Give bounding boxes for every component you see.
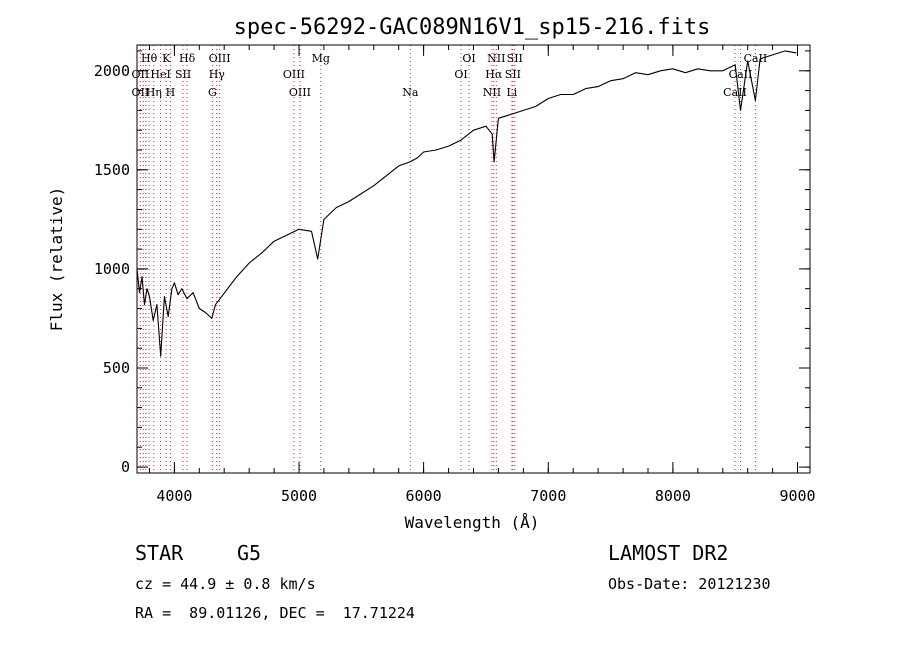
spectrum-data bbox=[136, 50, 797, 357]
y-tick-label: 0 bbox=[121, 458, 130, 476]
x-tick-label: 7000 bbox=[530, 487, 566, 505]
line-label: NII bbox=[487, 52, 505, 65]
y-tick-label: 2000 bbox=[94, 62, 130, 80]
x-tick-label: 6000 bbox=[406, 487, 442, 505]
line-label: K bbox=[162, 52, 171, 65]
line-label: HeI bbox=[150, 68, 170, 81]
line-label: OIII bbox=[209, 52, 231, 65]
survey-name: LAMOST DR2 bbox=[608, 541, 729, 565]
y-tick-label: 1000 bbox=[94, 260, 130, 278]
observation-date: Obs-Date: 20121230 bbox=[608, 575, 771, 593]
y-tick-label: 500 bbox=[103, 359, 130, 377]
x-tick-label: 9000 bbox=[779, 487, 815, 505]
line-label: Na bbox=[402, 86, 419, 99]
x-tick-label: 5000 bbox=[281, 487, 317, 505]
line-label: NII bbox=[483, 86, 501, 99]
line-label: CaII bbox=[744, 52, 768, 65]
line-label: Hθ bbox=[141, 52, 158, 65]
reference-line-markers bbox=[139, 45, 756, 473]
line-label: OIII bbox=[283, 68, 305, 81]
line-label: H bbox=[166, 86, 176, 99]
object-class: STAR bbox=[135, 541, 184, 565]
line-label: SII bbox=[175, 68, 191, 81]
line-label: Mg bbox=[312, 52, 330, 65]
line-label: OI bbox=[454, 68, 467, 81]
y-axis-label: Flux (relative) bbox=[47, 187, 66, 332]
x-tick-label: 8000 bbox=[655, 487, 691, 505]
spectrum-line bbox=[136, 50, 797, 357]
y-tick-label: 1500 bbox=[94, 161, 130, 179]
line-label: Hα bbox=[485, 68, 503, 81]
axis-ticks: 4000 5000 6000 7000 8000 9000 0 500 1000 1500 2000 bbox=[94, 45, 816, 505]
line-label: OIII bbox=[289, 86, 311, 99]
line-label: OI bbox=[462, 52, 475, 65]
line-label: CaII bbox=[723, 86, 747, 99]
chart-title: spec-56292-GAC089N16V1_sp15-216.fits bbox=[234, 15, 711, 40]
object-subclass: G5 bbox=[237, 541, 262, 565]
line-label: OII bbox=[132, 68, 150, 81]
plot-frame bbox=[136, 44, 811, 474]
line-label: Hγ bbox=[209, 68, 226, 81]
line-label: Hδ bbox=[179, 52, 196, 65]
x-tick-label: 4000 bbox=[156, 487, 192, 505]
line-label: G bbox=[208, 86, 217, 99]
coordinates: RA = 89.01126, DEC = 17.71224 bbox=[135, 604, 415, 622]
x-axis-label: Wavelength (Å) bbox=[405, 513, 540, 532]
line-label: Hη bbox=[146, 86, 162, 99]
line-label: SII bbox=[505, 68, 521, 81]
line-label: OII bbox=[132, 86, 150, 99]
redshift-velocity: cz = 44.9 ± 0.8 km/s bbox=[135, 575, 316, 593]
line-label: CaII bbox=[729, 68, 753, 81]
line-label: SII bbox=[507, 52, 523, 65]
line-label: Li bbox=[506, 86, 517, 99]
